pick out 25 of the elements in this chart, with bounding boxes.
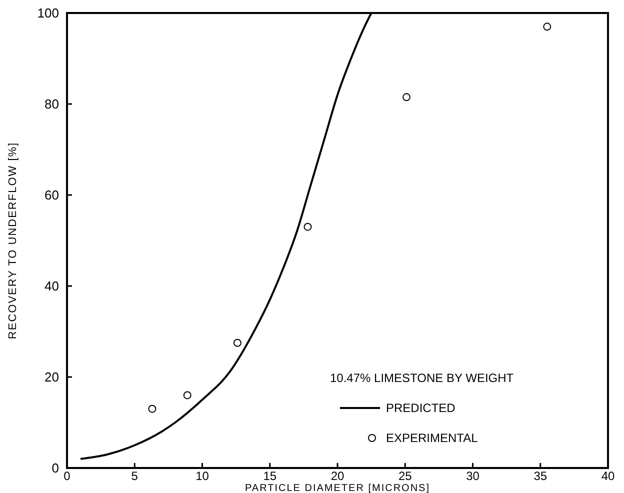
x-tick-label: 15 [263, 469, 277, 483]
x-tick-label: 20 [330, 469, 344, 483]
point [402, 93, 410, 102]
legend-label: PREDICTED [386, 401, 456, 415]
x-tick-label: 35 [534, 469, 548, 483]
point [183, 391, 192, 400]
x-tick-label: 40 [601, 469, 615, 483]
y-axis-title: RECOVERY TO UNDERFLOW [%] [7, 142, 19, 340]
x-axis-title: PARTICLE DIAMETER [MICRONS] [245, 483, 430, 493]
legend-label: EXPERIMENTAL [386, 431, 478, 445]
point [233, 338, 242, 347]
y-tick-label: 60 [44, 188, 59, 202]
y-tick-label: 20 [44, 370, 59, 384]
x-tick-label: 25 [398, 469, 412, 483]
y-tick-label: 80 [44, 96, 59, 112]
x-tick-label: 5 [131, 469, 138, 483]
point [543, 22, 552, 31]
point [148, 404, 156, 413]
x-tick-label: 10 [196, 469, 210, 483]
point [304, 222, 312, 231]
y-tick-label: 100 [37, 6, 59, 20]
x-tick-label: 30 [466, 469, 480, 483]
y-tick-label: 40 [44, 278, 59, 294]
legend-title: 10.47% LIMESTONE BY WEIGHT [330, 371, 514, 385]
x-tick-label: 0 [64, 469, 71, 483]
